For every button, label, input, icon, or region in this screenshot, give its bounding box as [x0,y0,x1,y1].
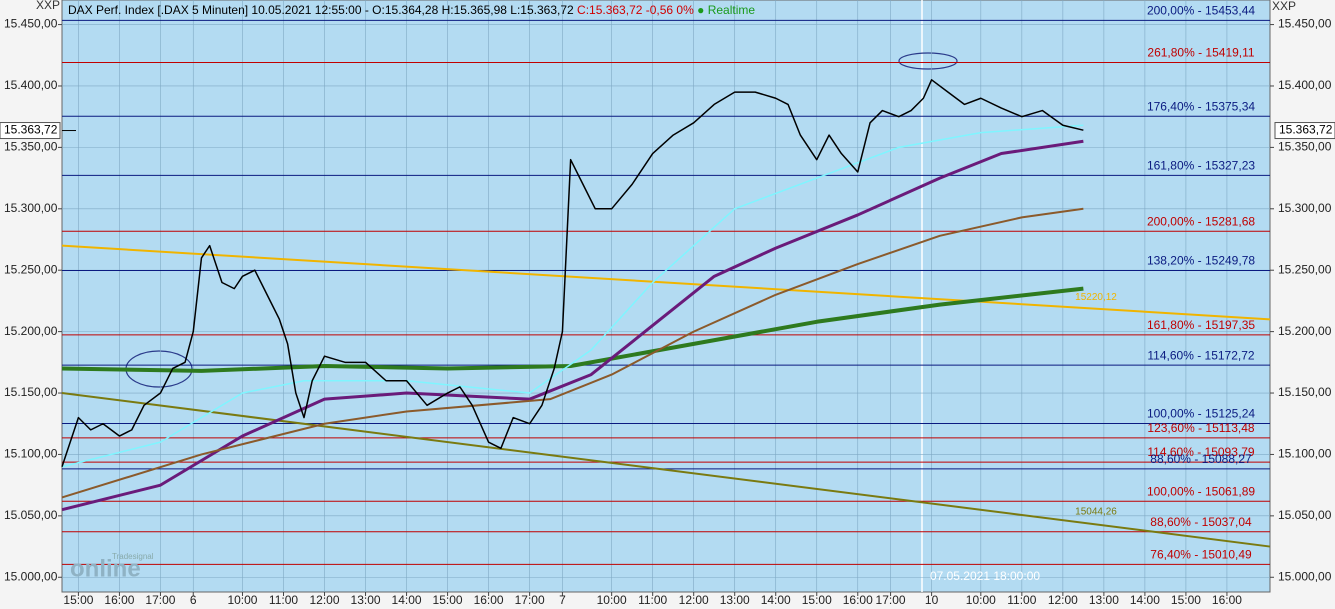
level-label: 114,60% - 15093,79 [1147,445,1255,459]
x-tick-label: 14:00 [761,593,791,607]
x-tick-label: 12:00 [310,593,340,607]
x-tick-label: 10 [925,593,939,607]
y-tick-label: 15.400,00 [4,78,58,92]
y-tick-label: 15.150,00 [4,385,58,399]
y-tick-label: 15.100,00 [1278,447,1332,461]
price-label: 15.363,72 [1279,123,1333,137]
x-tick-label: 13:00 [351,593,381,607]
trendline [61,244,1271,321]
y-tick-label: 15.050,00 [1278,508,1332,522]
x-tick-label: 17:00 [876,593,906,607]
x-tick-label: 11:00 [269,593,298,607]
watermark: online [70,555,141,582]
x-tick-label: 7 [559,593,566,607]
y-tick-label: 15.200,00 [1278,324,1332,338]
level-label: 138,20% - 15249,78 [1147,254,1255,268]
x-tick-label: 13:00 [1089,593,1119,607]
y-tick-label: 15.350,00 [1278,140,1332,154]
x-tick-label: 13:00 [720,593,750,607]
y-tick-label: 15.050,00 [4,508,58,522]
title-change: C:15.363,72 -0,56 0% [577,3,694,17]
x-tick-label: 12:00 [679,593,709,607]
y-axis-label: XXP [1272,0,1296,13]
title: DAX Perf. Index [.DAX 5 Minuten] 10.05.2… [68,3,574,17]
trendline-label: 15220,12 [1075,292,1117,303]
level-label: 261,80% - 15419,11 [1147,46,1255,60]
plot-area [61,0,1271,593]
level-label: 161,80% - 15327,23 [1147,159,1255,173]
series-line [61,139,1084,512]
y-tick-label: 15.150,00 [1278,385,1332,399]
x-tick-label: 17:00 [515,593,545,607]
level-label: 100,00% - 15061,89 [1147,484,1255,498]
series-line [61,124,1084,468]
x-tick-label: 11:00 [638,593,667,607]
series-line [61,207,1084,499]
x-tick-label: 10:00 [597,593,627,607]
level-label: 88,60% - 15088,27 [1150,452,1252,466]
x-tick-label: 15:00 [802,593,832,607]
x-tick-label: 16:00 [474,593,504,607]
x-tick-label: 17:00 [145,593,175,607]
level-label: 200,00% - 15281,68 [1147,214,1255,228]
price-label: 15.363,72 [4,123,58,137]
title-status: ● Realtime [697,3,755,17]
annotation: 07.05.2021 18:00:00 [930,569,1040,583]
price-box [0,122,61,140]
x-tick-label: 14:00 [1130,593,1160,607]
y-tick-label: 15.450,00 [1278,17,1332,31]
y-tick-label: 15.350,00 [4,140,58,154]
x-tick-label: 15:00 [1171,593,1201,607]
chart-title: DAX Perf. Index [.DAX 5 Minuten] 10.05.2… [68,3,755,17]
level-label: 176,40% - 15375,34 [1147,99,1255,113]
x-tick-label: 16:00 [843,593,873,607]
highlight-ellipse [898,52,958,70]
level-label: 161,80% - 15197,35 [1147,318,1255,332]
series-line [61,286,1084,373]
watermark: Tradesignal [112,552,154,561]
x-tick-label: 10:00 [227,593,257,607]
x-tick-label: 16:00 [1212,593,1242,607]
level-label: 100,00% - 15125,24 [1147,407,1255,421]
y-tick-label: 15.300,00 [1278,201,1332,215]
level-label: 200,00% - 15453,44 [1147,4,1255,18]
x-tick-label: 10:00 [966,593,996,607]
x-tick-label: 12:00 [1048,593,1078,607]
x-tick-label: 16:00 [104,593,134,607]
y-tick-label: 15.100,00 [4,447,58,461]
price-box [1274,122,1335,140]
level-label: 88,60% - 15037,04 [1150,515,1252,529]
x-tick-label: 11:00 [1007,593,1036,607]
level-label: 76,40% - 15010,49 [1150,548,1252,562]
y-tick-label: 15.450,00 [4,17,58,31]
y-tick-label: 15.200,00 [4,324,58,338]
trendline-label: 15044,26 [1075,506,1117,517]
x-tick-label: 6 [190,593,197,607]
trendline [61,392,1271,548]
y-tick-label: 15.000,00 [1278,569,1332,583]
y-tick-label: 15.400,00 [1278,78,1332,92]
x-tick-label: 15:00 [433,593,463,607]
y-axis-label: XXP [36,0,60,12]
x-tick-label: 15:00 [63,593,93,607]
y-tick-label: 15.000,00 [4,569,58,583]
y-tick-label: 15.250,00 [1278,262,1332,276]
level-label: 114,60% - 15172,72 [1147,348,1255,362]
x-tick-label: 14:00 [392,593,422,607]
series-line [61,79,1084,467]
level-label: 123,60% - 15113,48 [1147,421,1255,435]
y-tick-label: 15.300,00 [4,201,58,215]
y-tick-label: 15.250,00 [4,262,58,276]
